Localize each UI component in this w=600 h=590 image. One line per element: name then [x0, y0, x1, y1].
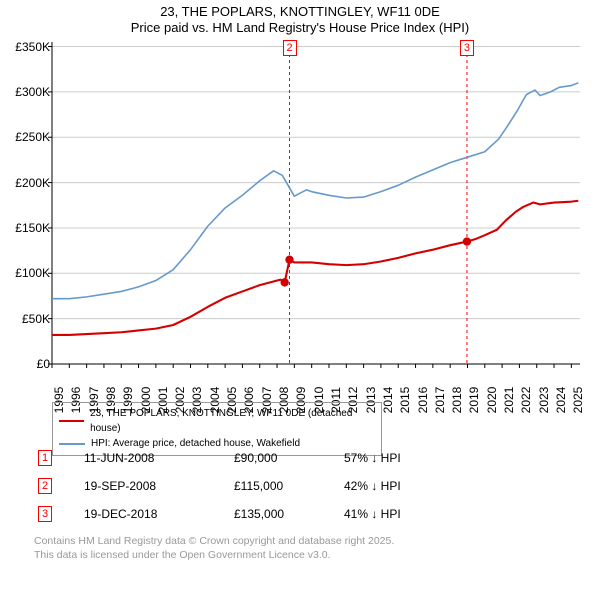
- legend-swatch-icon: [59, 420, 84, 422]
- title-line-1: 23, THE POPLARS, KNOTTINGLEY, WF11 0DE: [0, 4, 600, 20]
- event-num-badge: 2: [38, 478, 52, 494]
- footer: Contains HM Land Registry data © Crown c…: [34, 534, 394, 562]
- legend-label: 23, THE POPLARS, KNOTTINGLEY, WF11 0DE (…: [90, 406, 375, 436]
- event-diff: 41% ↓ HPI: [344, 507, 401, 521]
- x-tick-label: 2019: [467, 387, 481, 414]
- footer-line-2: This data is licensed under the Open Gov…: [34, 548, 394, 562]
- event-price: £115,000: [234, 479, 344, 493]
- y-tick-label: £200K: [15, 176, 50, 190]
- x-tick-label: 2022: [519, 387, 533, 414]
- legend-item-price-paid: 23, THE POPLARS, KNOTTINGLEY, WF11 0DE (…: [59, 406, 375, 436]
- footer-line-1: Contains HM Land Registry data © Crown c…: [34, 534, 394, 548]
- event-marker-top: 3: [460, 40, 474, 56]
- y-tick-label: £100K: [15, 266, 50, 280]
- event-num-badge: 1: [38, 450, 52, 466]
- title-block: 23, THE POPLARS, KNOTTINGLEY, WF11 0DE P…: [0, 0, 600, 37]
- event-price: £135,000: [234, 507, 344, 521]
- x-tick-label: 2014: [381, 387, 395, 414]
- x-tick-label: 2020: [485, 387, 499, 414]
- event-row: 3 19-DEC-2018 £135,000 41% ↓ HPI: [38, 500, 401, 528]
- event-diff: 42% ↓ HPI: [344, 479, 401, 493]
- event-num-badge: 3: [38, 506, 52, 522]
- x-tick-label: 2024: [554, 387, 568, 414]
- event-date: 19-SEP-2008: [84, 479, 234, 493]
- y-tick-label: £150K: [15, 221, 50, 235]
- y-tick-label: £0: [37, 357, 50, 371]
- x-tick-label: 2015: [398, 387, 412, 414]
- price-chart: [52, 42, 580, 364]
- y-tick-label: £50K: [22, 312, 50, 326]
- event-row: 1 11-JUN-2008 £90,000 57% ↓ HPI: [38, 444, 401, 472]
- events-table: 1 11-JUN-2008 £90,000 57% ↓ HPI 2 19-SEP…: [38, 444, 401, 528]
- y-tick-label: £350K: [15, 40, 50, 54]
- chart-area: [52, 42, 580, 364]
- event-price: £90,000: [234, 451, 344, 465]
- event-date: 11-JUN-2008: [84, 451, 234, 465]
- event-date: 19-DEC-2018: [84, 507, 234, 521]
- y-tick-label: £300K: [15, 85, 50, 99]
- event-row: 2 19-SEP-2008 £115,000 42% ↓ HPI: [38, 472, 401, 500]
- x-tick-label: 2023: [537, 387, 551, 414]
- x-tick-label: 2021: [502, 387, 516, 414]
- x-tick-label: 2016: [416, 387, 430, 414]
- x-tick-label: 2018: [450, 387, 464, 414]
- title-line-2: Price paid vs. HM Land Registry's House …: [0, 20, 600, 36]
- x-tick-label: 2017: [433, 387, 447, 414]
- x-tick-label: 2025: [571, 387, 585, 414]
- event-diff: 57% ↓ HPI: [344, 451, 401, 465]
- y-tick-label: £250K: [15, 130, 50, 144]
- event-marker-top: 2: [283, 40, 297, 56]
